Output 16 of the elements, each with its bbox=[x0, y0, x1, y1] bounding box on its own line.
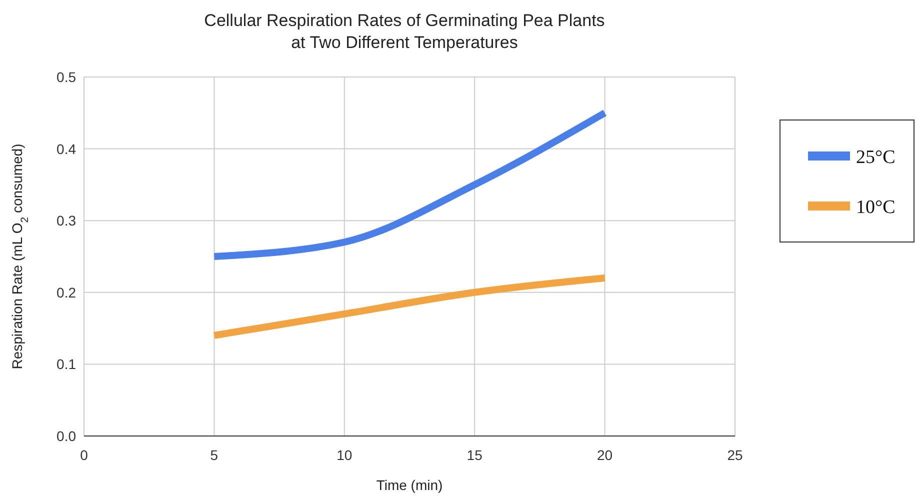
legend-label: 25°C bbox=[856, 147, 896, 168]
x-tick-label: 20 bbox=[597, 447, 613, 463]
x-tick-label: 0 bbox=[80, 447, 88, 463]
y-tick-label: 0.1 bbox=[56, 356, 76, 372]
x-tick-label: 15 bbox=[466, 447, 483, 463]
chart-title: Cellular Respiration Rates of Germinating Pea Plants at Two Different Temperatures bbox=[204, 11, 605, 52]
y-tick-label: 0.2 bbox=[56, 284, 76, 300]
y-tick-label: 0.4 bbox=[56, 140, 76, 157]
y-tick-label: 0.5 bbox=[56, 69, 76, 85]
y-tick-label: 0.0 bbox=[56, 428, 76, 444]
x-tick-label: 10 bbox=[336, 447, 352, 463]
x-axis-title: Time (min) bbox=[376, 477, 443, 493]
y-tick-label: 0.3 bbox=[56, 212, 76, 229]
x-tick-label: 5 bbox=[210, 447, 218, 463]
x-tick-label: 25 bbox=[727, 447, 743, 463]
legend-label: 10°C bbox=[856, 197, 896, 218]
